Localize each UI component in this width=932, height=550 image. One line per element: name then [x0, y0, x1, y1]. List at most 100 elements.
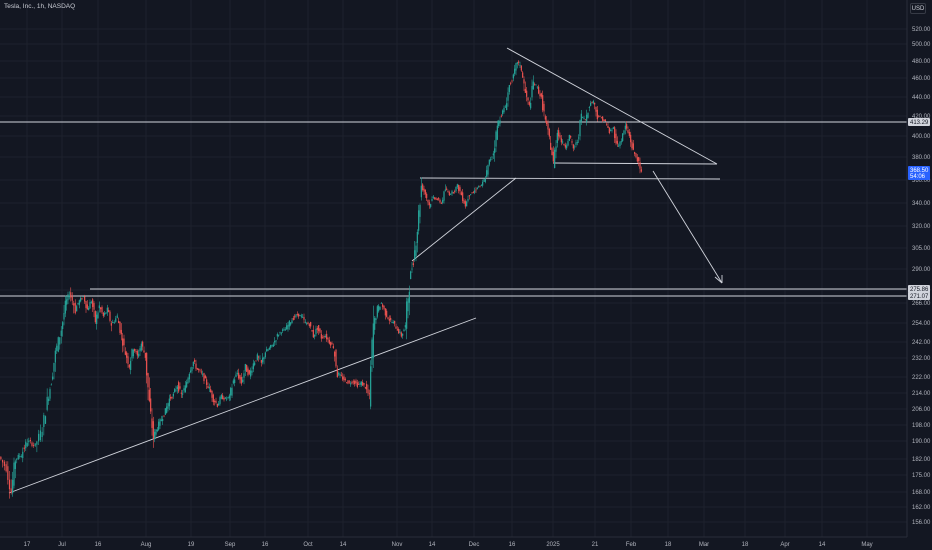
candle	[487, 164, 489, 178]
candle	[640, 166, 642, 173]
candle	[310, 321, 312, 329]
candle	[195, 359, 197, 372]
candle	[502, 109, 504, 117]
candle	[367, 384, 369, 396]
candle	[70, 287, 72, 302]
candle	[352, 379, 354, 385]
candle	[402, 333, 404, 339]
trendline-support[interactable]	[8, 317, 477, 494]
candle	[7, 461, 9, 485]
candle	[523, 76, 525, 91]
candle	[279, 331, 281, 335]
candle	[620, 138, 622, 145]
candle	[64, 295, 66, 318]
candle	[618, 143, 620, 148]
candle	[359, 381, 361, 388]
candle	[187, 376, 189, 384]
hline-breakdown[interactable]	[419, 177, 721, 180]
candle	[595, 106, 597, 117]
time-tick-label: 18	[742, 542, 749, 548]
candle	[398, 327, 400, 334]
candle	[331, 341, 333, 345]
time-tick-label: 21	[592, 542, 599, 548]
projection-arrow[interactable]	[652, 170, 723, 284]
candle	[350, 381, 352, 387]
candle	[492, 150, 494, 159]
drawing-tools[interactable]	[0, 47, 907, 494]
price-label-text: 368.50	[910, 168, 929, 174]
candle	[596, 105, 598, 122]
candle	[504, 104, 506, 108]
candle	[5, 461, 7, 473]
candle	[105, 312, 107, 315]
candle	[48, 396, 50, 405]
candle	[286, 322, 288, 330]
candle	[183, 385, 185, 394]
candle	[590, 100, 592, 107]
candle	[431, 196, 433, 202]
price-tick-label: 162.00	[912, 505, 931, 511]
candle	[210, 385, 212, 393]
trendline-resistance[interactable]	[506, 47, 718, 165]
price-tick-label: 266.00	[912, 301, 931, 307]
candle	[451, 189, 453, 196]
candle	[142, 340, 144, 351]
candle	[216, 403, 218, 408]
candle	[140, 341, 142, 352]
candle	[264, 351, 266, 359]
candle	[547, 119, 549, 135]
candle	[77, 302, 79, 306]
candle	[556, 129, 558, 148]
candle	[208, 383, 210, 393]
candle	[452, 191, 454, 194]
candle	[190, 367, 192, 374]
time-tick-label: Sep	[225, 542, 236, 548]
candle	[115, 315, 117, 323]
candle	[56, 343, 58, 354]
candle	[507, 87, 509, 107]
candle	[12, 471, 14, 497]
candle	[43, 412, 45, 436]
currency-button[interactable]: USD	[910, 3, 926, 14]
trendline-channel[interactable]	[411, 177, 517, 262]
candle	[343, 374, 345, 383]
candle	[432, 194, 434, 200]
candle	[109, 310, 111, 323]
time-axis[interactable]: 17 Jul 16 Aug 19 Sep 16 Oct 14 Nov 14 Dec 16 2025 21 Fe…	[0, 536, 907, 550]
projection-arrow-head[interactable]	[714, 276, 723, 284]
candle	[351, 380, 353, 385]
symbol-title[interactable]: Tesla, Inc., 1h, NASDAQ	[4, 3, 76, 10]
candle	[519, 61, 521, 68]
candle	[228, 393, 230, 402]
candle	[254, 360, 256, 367]
candle	[52, 372, 54, 381]
candle	[566, 143, 568, 151]
candle	[446, 186, 448, 191]
candle	[231, 383, 233, 398]
candle	[73, 300, 75, 314]
price-tick-label: 242.00	[912, 340, 931, 346]
candle	[407, 297, 409, 319]
candle	[307, 321, 309, 325]
candle	[198, 368, 200, 373]
candle	[168, 394, 170, 411]
candle	[528, 100, 530, 107]
candle	[212, 393, 214, 406]
candle	[239, 374, 241, 384]
candle	[360, 380, 362, 387]
trendline-triangle-base[interactable]	[552, 162, 718, 165]
candle	[88, 306, 90, 311]
price-axis[interactable]: 520.00 500.00 480.00 460.00 440.00 420.00 400.…	[906, 0, 932, 550]
candle	[124, 347, 126, 356]
candle	[422, 183, 424, 192]
candle	[82, 296, 84, 298]
candle	[146, 352, 148, 384]
candle	[151, 408, 153, 436]
candle	[628, 129, 630, 138]
candle	[23, 444, 25, 453]
candle	[499, 116, 501, 127]
candle	[606, 122, 608, 126]
candle	[54, 347, 56, 372]
